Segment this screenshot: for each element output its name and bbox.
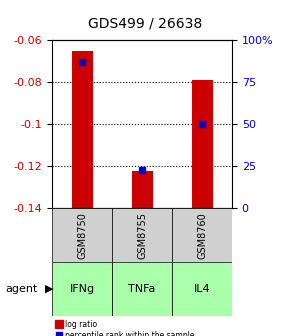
FancyBboxPatch shape (112, 208, 172, 262)
Text: IL4: IL4 (194, 284, 210, 294)
Text: TNFa: TNFa (128, 284, 156, 294)
FancyBboxPatch shape (52, 262, 112, 316)
Bar (72, 51, 93, 208)
Text: agent: agent (6, 284, 38, 294)
Text: GSM8755: GSM8755 (137, 212, 147, 259)
Bar (192, 80, 213, 208)
Text: GSM8750: GSM8750 (77, 212, 87, 259)
Legend: log ratio, percentile rank within the sample: log ratio, percentile rank within the sa… (56, 320, 195, 336)
Bar (132, 170, 153, 208)
FancyBboxPatch shape (172, 208, 232, 262)
Text: ▶: ▶ (45, 284, 53, 294)
FancyBboxPatch shape (52, 208, 112, 262)
Text: IFNg: IFNg (70, 284, 95, 294)
Text: GSM8760: GSM8760 (197, 212, 207, 259)
FancyBboxPatch shape (172, 262, 232, 316)
Text: GDS499 / 26638: GDS499 / 26638 (88, 16, 202, 30)
FancyBboxPatch shape (112, 262, 172, 316)
